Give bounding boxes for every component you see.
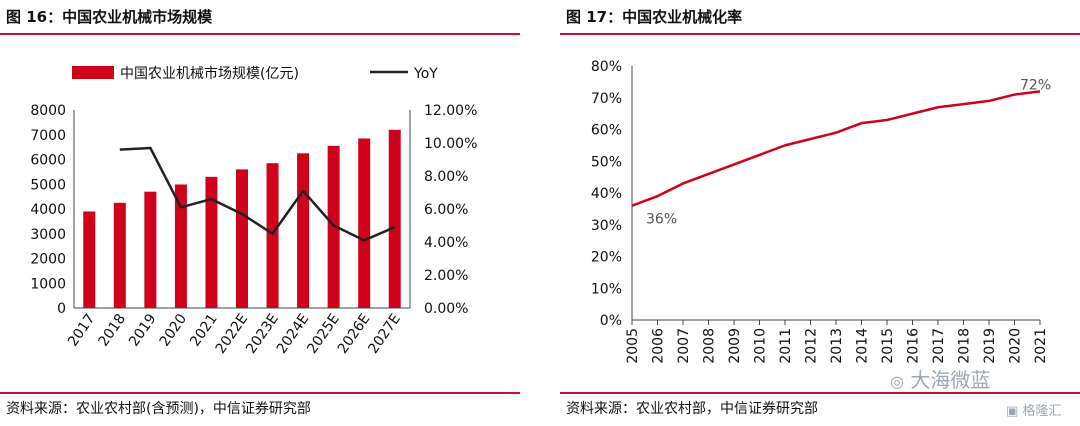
y-tick-right: 12.00% [424,103,477,119]
x-tick-label: 2005 [625,328,641,364]
x-tick-label: 2008 [702,328,718,364]
title-divider [0,33,520,35]
rate-line [631,90,1041,207]
x-tick-label: 2017 [931,328,947,364]
bar [83,211,96,308]
x-tick-label: 2013 [829,328,845,364]
x-tick-label: 2015 [880,328,896,364]
bar [205,176,218,308]
data-label: 36% [646,212,677,228]
x-tick-label: 2019 [982,328,998,364]
y-tick: 20% [591,250,622,266]
footer-divider [560,392,1080,394]
logo-icon: ▣ [1006,404,1019,419]
mechanization-rate-chart: 0% 10% 20% 30% 40% 50% 60% 70% 80% 2005 2006 2007 20… [591,59,1051,364]
x-tick-label: 2012 [804,328,820,364]
figure-title: 图 16：中国农业机械市场规模 [6,8,213,26]
market-size-chart: 中国农业机械市场规模(亿元) YoY 0 1000 2000 3000 4000 5000 60… [30,65,477,357]
y-tick-right: 0.00% [424,301,468,317]
x-tick-label: 2017 [65,311,99,349]
x-tick-label: 2021 [1033,328,1049,364]
y-tick-left: 3000 [30,227,66,243]
y-tick-right: 2.00% [424,268,468,284]
y-tick-left: 1000 [30,276,66,292]
x-tick-label: 2014 [855,328,871,364]
y-tick: 10% [591,281,622,297]
y-tick-left: 6000 [30,153,66,169]
title-divider [560,33,1080,35]
bar [388,129,401,308]
x-tick-label: 2020 [157,311,191,349]
legend-bar-swatch [72,66,114,79]
x-tick-label: 2018 [96,311,130,349]
x-tick-label: 2019 [126,311,160,349]
x-tick-label: 2018 [957,328,973,364]
bar [113,202,126,308]
yoy-line [119,146,396,242]
y-tick: 80% [591,59,622,75]
left-figure: 图 16：中国农业机械市场规模 中国农业机械市场规模(亿元) YoY 0 1000 20… [0,0,520,426]
y-tick: 60% [591,123,622,139]
x-tick-label: 2011 [778,328,794,364]
figure-title: 图 17：中国农业机械化率 [566,8,743,26]
bar [358,138,371,308]
footer-divider [0,392,520,394]
watermark-text: 大海微蓝 [910,368,991,392]
legend-line-label: YoY [413,66,438,82]
y-tick: 30% [591,218,622,234]
x-tick-label: 2010 [753,328,769,364]
x-tick-label: 2027E [365,311,404,357]
x-tick-label: 2016 [906,328,922,364]
wechat-watermark: ◎ 大海微蓝 [890,364,990,393]
y-tick-left: 2000 [30,252,66,268]
y-tick-right: 6.00% [424,202,468,218]
bar [297,153,310,308]
wechat-icon: ◎ [890,372,904,391]
bar [236,169,248,308]
bar [327,145,340,308]
y-tick-right: 4.00% [424,235,468,251]
x-tick-label: 2007 [676,328,692,364]
legend-bar-label: 中国农业机械市场规模(亿元) [120,65,299,82]
y-tick: 70% [591,91,622,107]
y-tick-left: 5000 [30,177,66,193]
x-tick-label: 2006 [651,328,667,364]
x-tick-label: 2020 [1008,328,1024,364]
y-tick-left: 8000 [30,103,66,119]
y-tick-left: 4000 [30,202,66,218]
y-tick-left: 0 [57,301,66,317]
y-tick: 0% [600,313,622,329]
source-note: 资料来源：农业农村部(含预测)，中信证券研究部 [6,401,311,417]
y-tick-right: 8.00% [424,169,468,185]
gelonghui-logo: ▣ 格隆汇 [1006,400,1061,419]
y-tick: 50% [591,154,622,170]
bar [174,184,187,308]
y-tick-right: 10.00% [424,136,477,152]
y-tick: 40% [591,186,622,202]
x-tick-label: 2009 [727,328,743,364]
bar [144,191,157,308]
source-note: 资料来源：农业农村部，中信证券研究部 [566,401,818,417]
y-tick-left: 7000 [30,128,66,144]
data-label: 72% [1020,77,1051,93]
logo-text: 格隆汇 [1022,404,1062,419]
right-figure: 图 17：中国农业机械化率 0% 10% 20% 30% 40% 50% 60% 70% 80%… [560,0,1080,426]
bar [266,163,279,308]
